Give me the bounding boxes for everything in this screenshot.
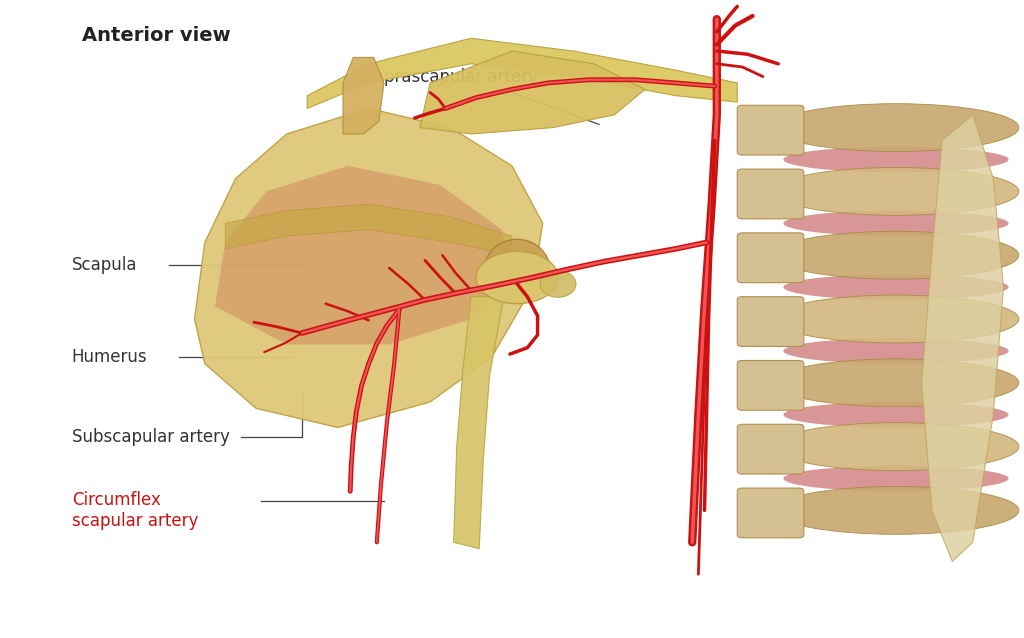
Ellipse shape: [476, 251, 558, 304]
Ellipse shape: [484, 239, 551, 303]
FancyBboxPatch shape: [737, 488, 804, 538]
FancyBboxPatch shape: [737, 297, 804, 346]
Polygon shape: [922, 115, 1004, 561]
Polygon shape: [454, 297, 504, 549]
Polygon shape: [225, 204, 512, 255]
Ellipse shape: [783, 274, 1009, 300]
Text: Humerus: Humerus: [72, 348, 147, 366]
Ellipse shape: [773, 359, 1019, 407]
FancyBboxPatch shape: [737, 169, 804, 219]
Ellipse shape: [541, 271, 575, 297]
FancyBboxPatch shape: [737, 360, 804, 410]
FancyBboxPatch shape: [737, 424, 804, 474]
Polygon shape: [420, 51, 645, 134]
FancyBboxPatch shape: [737, 105, 804, 155]
Text: Circumflex
scapular artery: Circumflex scapular artery: [72, 491, 198, 530]
Ellipse shape: [783, 338, 1009, 364]
Polygon shape: [307, 38, 737, 108]
Ellipse shape: [783, 211, 1009, 236]
Polygon shape: [195, 108, 543, 427]
Ellipse shape: [783, 147, 1009, 172]
FancyBboxPatch shape: [737, 233, 804, 283]
Ellipse shape: [773, 486, 1019, 535]
Ellipse shape: [773, 232, 1019, 279]
Polygon shape: [215, 166, 512, 345]
Polygon shape: [343, 57, 384, 134]
Text: Anterior view: Anterior view: [82, 26, 230, 45]
Ellipse shape: [783, 466, 1009, 491]
Text: Scapula: Scapula: [72, 256, 137, 274]
Ellipse shape: [783, 402, 1009, 427]
Text: Suprascapular artery: Suprascapular artery: [364, 68, 538, 85]
Ellipse shape: [773, 168, 1019, 216]
Ellipse shape: [773, 295, 1019, 343]
Text: Subscapular artery: Subscapular artery: [72, 428, 229, 446]
Ellipse shape: [773, 422, 1019, 471]
Ellipse shape: [773, 103, 1019, 152]
